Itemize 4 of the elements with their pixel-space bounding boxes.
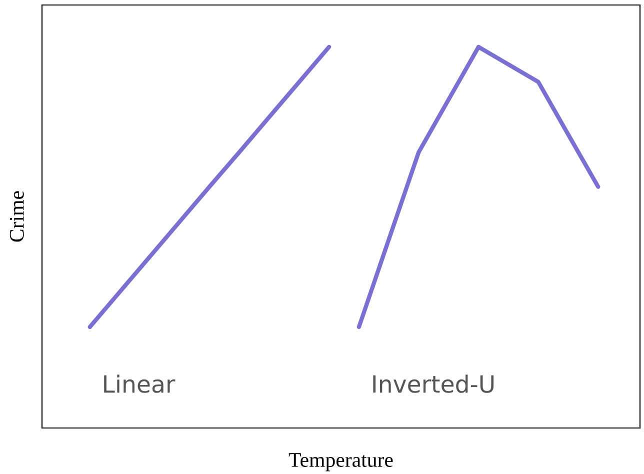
y-axis-title: Crime — [10, 191, 24, 242]
x-axis-title: Temperature — [288, 453, 393, 472]
text: Inverted-U — [373, 374, 494, 393]
text: Linear — [104, 374, 176, 393]
